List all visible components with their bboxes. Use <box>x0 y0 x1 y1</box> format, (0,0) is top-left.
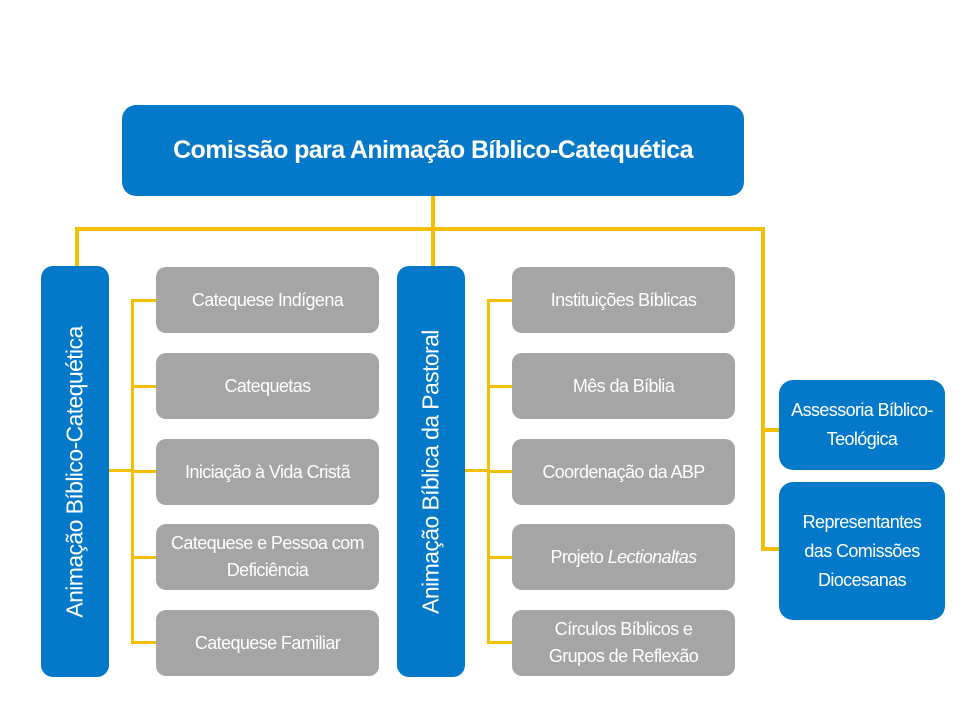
bracket-tick <box>131 641 156 644</box>
item-label: Instituições Bíblicas <box>550 289 697 310</box>
branch-box-pastoral: Animação Bíblica da Pastoral <box>397 266 465 677</box>
item-box: Instituições Bíblicas <box>512 267 735 333</box>
connector-right-drop <box>761 227 765 551</box>
item-box: Catequese Indígena <box>156 267 379 333</box>
connector-horizontal <box>75 227 765 231</box>
item-box: Mês da Bíblia <box>512 353 735 419</box>
connector-left-drop <box>75 227 79 266</box>
item-box: Círculos Bíblicos e Grupos de Reflexão <box>512 610 735 676</box>
item-box: Catequetas <box>156 353 379 419</box>
bracket-tick <box>487 641 512 644</box>
item-label: Iniciação à Vida Cristã <box>185 461 351 482</box>
bracket-tick <box>131 385 156 388</box>
bracket-left-stem <box>109 469 132 472</box>
item-label: Catequese Familiar <box>194 632 341 653</box>
project-name: Lectionaltas <box>607 546 697 567</box>
item-label: Projeto <box>550 546 604 567</box>
connector-top-stem <box>431 196 435 266</box>
item-label: Coordenação da ABP <box>542 461 705 482</box>
item-label: Mês da Bíblia <box>572 375 675 396</box>
connector-representantes <box>761 547 779 551</box>
side-box-representantes: Representantes das Comissões Diocesanas <box>779 482 945 620</box>
side-box-label: Representantes das Comissões Diocesanas <box>802 511 922 590</box>
branch-box-biblico-catequetica: Animação Bíblico-Catequética <box>41 266 109 677</box>
bracket-tick <box>131 299 156 302</box>
root-title: Comissão para Animação Bíblico-Catequéti… <box>173 136 693 164</box>
item-box: Catequese e Pessoa com Deficiência <box>156 524 379 590</box>
item-box: Catequese Familiar <box>156 610 379 676</box>
connector-assessoria <box>761 428 779 432</box>
item-label: Catequese Indígena <box>191 289 344 310</box>
bracket-middle-stem <box>465 469 488 472</box>
item-box: Iniciação à Vida Cristã <box>156 439 379 505</box>
bracket-tick <box>131 470 156 473</box>
root-box: Comissão para Animação Bíblico-Catequéti… <box>122 105 744 196</box>
branch-label: Animação Bíblica da Pastoral <box>417 329 444 614</box>
branch-label: Animação Bíblico-Catequética <box>61 325 88 618</box>
item-label: Círculos Bíblicos e Grupos de Reflexão <box>548 619 699 666</box>
item-label: Catequetas <box>224 375 311 396</box>
bracket-tick <box>131 556 156 559</box>
bracket-tick <box>487 556 512 559</box>
bracket-tick <box>487 385 512 388</box>
bracket-tick <box>487 299 512 302</box>
item-box: Coordenação da ABP <box>512 439 735 505</box>
item-label: Catequese e Pessoa com Deficiência <box>171 533 365 580</box>
item-box: Projeto Lectionaltas <box>512 524 735 590</box>
side-box-label: Assessoria Bíblico-Teológica <box>791 400 933 449</box>
side-box-assessoria: Assessoria Bíblico-Teológica <box>779 380 945 470</box>
bracket-tick <box>487 470 512 473</box>
